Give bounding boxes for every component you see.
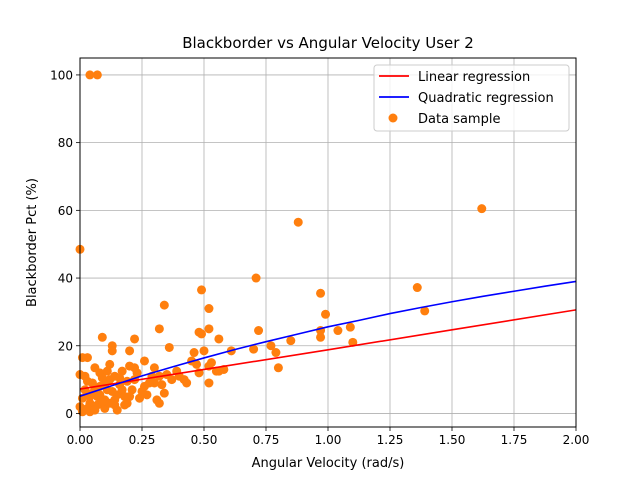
- data-sample-point: [149, 363, 159, 373]
- data-sample-point: [107, 386, 117, 396]
- data-sample-point: [110, 371, 120, 381]
- data-sample-point: [137, 386, 147, 396]
- data-sample-point: [120, 392, 130, 402]
- x-tick-label: 0.00: [67, 433, 94, 447]
- data-sample-point: [271, 348, 281, 358]
- legend-quadratic-label: Quadratic regression: [418, 91, 554, 106]
- y-tick-label: 20: [58, 339, 73, 353]
- data-sample-point: [117, 385, 127, 395]
- legend-linear-label: Linear regression: [418, 70, 530, 85]
- data-sample-point: [316, 332, 326, 342]
- data-sample-point: [97, 397, 107, 407]
- data-sample-point: [293, 217, 303, 227]
- data-sample-point: [199, 346, 209, 356]
- data-sample-point: [182, 378, 192, 388]
- x-tick-label: 0.50: [191, 433, 218, 447]
- data-sample-point: [85, 70, 95, 80]
- data-sample-point: [204, 378, 214, 388]
- data-sample-point: [82, 403, 92, 413]
- data-sample-point: [251, 273, 261, 283]
- data-sample-point: [214, 334, 224, 344]
- y-axis-label: Blackborder Pct (%): [25, 178, 40, 307]
- data-sample-point: [197, 329, 207, 339]
- data-sample-point: [125, 346, 135, 356]
- data-sample-point: [154, 324, 164, 334]
- data-sample-point: [164, 342, 174, 352]
- data-sample-point: [77, 353, 87, 363]
- data-sample-point: [97, 332, 107, 342]
- plot-area: [75, 70, 577, 417]
- data-sample-point: [144, 378, 154, 388]
- data-sample-point: [132, 368, 142, 378]
- y-tick-label: 100: [50, 68, 73, 82]
- data-sample-point: [105, 359, 115, 369]
- data-sample-point: [286, 336, 296, 346]
- data-sample-point: [127, 385, 137, 395]
- legend: Linear regression Quadratic regression D…: [373, 64, 570, 132]
- data-sample-point: [266, 341, 276, 351]
- linear-regression-line: [79, 309, 577, 390]
- data-sample-point: [154, 398, 164, 408]
- x-tick-label: 0.25: [129, 433, 156, 447]
- data-sample-point: [316, 288, 326, 298]
- data-sample-point: [130, 334, 140, 344]
- data-sample-point: [333, 326, 343, 336]
- legend-sample-label: Data sample: [418, 112, 500, 127]
- data-sample-point: [112, 405, 122, 415]
- data-sample-point: [102, 366, 112, 376]
- data-sample-point: [135, 393, 145, 403]
- y-tick-label: 40: [58, 272, 73, 286]
- data-sample-point: [204, 304, 214, 314]
- data-sample-point: [117, 366, 127, 376]
- x-tick-label: 1.50: [439, 433, 466, 447]
- x-tick-label: 1.25: [377, 433, 404, 447]
- data-sample-point: [189, 348, 199, 358]
- y-tick-label: 80: [58, 136, 73, 150]
- legend-frame: [373, 64, 570, 132]
- data-sample-point: [139, 356, 149, 366]
- data-sample-point: [90, 363, 100, 373]
- y-tick-label: 0: [65, 407, 73, 421]
- data-sample-point: [90, 405, 100, 415]
- x-tick-label: 1.00: [315, 433, 342, 447]
- data-sample-point: [273, 363, 283, 373]
- x-axis: 0.00 0.25 0.50 0.75 1.00 1.25 1.50 1.75 2.00: [67, 427, 590, 447]
- data-sample-point: [159, 300, 169, 310]
- data-sample-point: [125, 361, 135, 371]
- data-sample-point: [97, 373, 107, 383]
- data-sample-point: [162, 370, 172, 380]
- x-tick-label: 0.75: [253, 433, 280, 447]
- x-tick-label: 1.75: [501, 433, 528, 447]
- y-tick-label: 60: [58, 204, 73, 218]
- x-axis-label: Angular Velocity (rad/s): [252, 456, 405, 471]
- data-sample-point: [95, 390, 105, 400]
- data-sample-point: [345, 322, 355, 332]
- data-sample-point: [197, 285, 207, 295]
- data-sample-point: [412, 283, 422, 293]
- data-sample-point: [348, 337, 358, 347]
- data-sample-point: [321, 309, 331, 319]
- data-sample-point: [105, 398, 115, 408]
- data-sample-point: [204, 324, 214, 334]
- data-sample-point: [92, 70, 102, 80]
- x-tick-label: 2.00: [563, 433, 590, 447]
- data-sample-point: [82, 376, 92, 386]
- chart-title: Blackborder vs Angular Velocity User 2: [182, 34, 474, 52]
- quadratic-regression-line: [79, 280, 577, 397]
- data-sample-point: [120, 400, 130, 410]
- data-sample-point: [159, 388, 169, 398]
- data-sample-point: [107, 346, 117, 356]
- y-axis: 0 20 40 60 80 100: [50, 68, 80, 421]
- data-sample-point: [249, 344, 259, 354]
- legend-sample-marker: [388, 113, 398, 123]
- data-sample-point: [477, 204, 487, 214]
- data-sample-point: [254, 326, 264, 336]
- data-sample-point: [420, 306, 430, 316]
- data-sample-point: [157, 380, 167, 390]
